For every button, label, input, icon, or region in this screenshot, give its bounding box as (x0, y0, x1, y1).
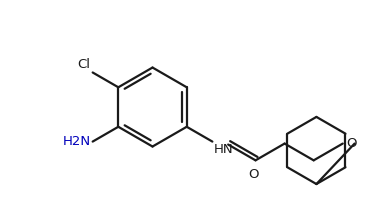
Text: Cl: Cl (78, 58, 91, 71)
Text: HN: HN (213, 143, 233, 155)
Text: O: O (347, 137, 357, 150)
Text: H2N: H2N (63, 135, 91, 148)
Text: O: O (248, 168, 259, 181)
